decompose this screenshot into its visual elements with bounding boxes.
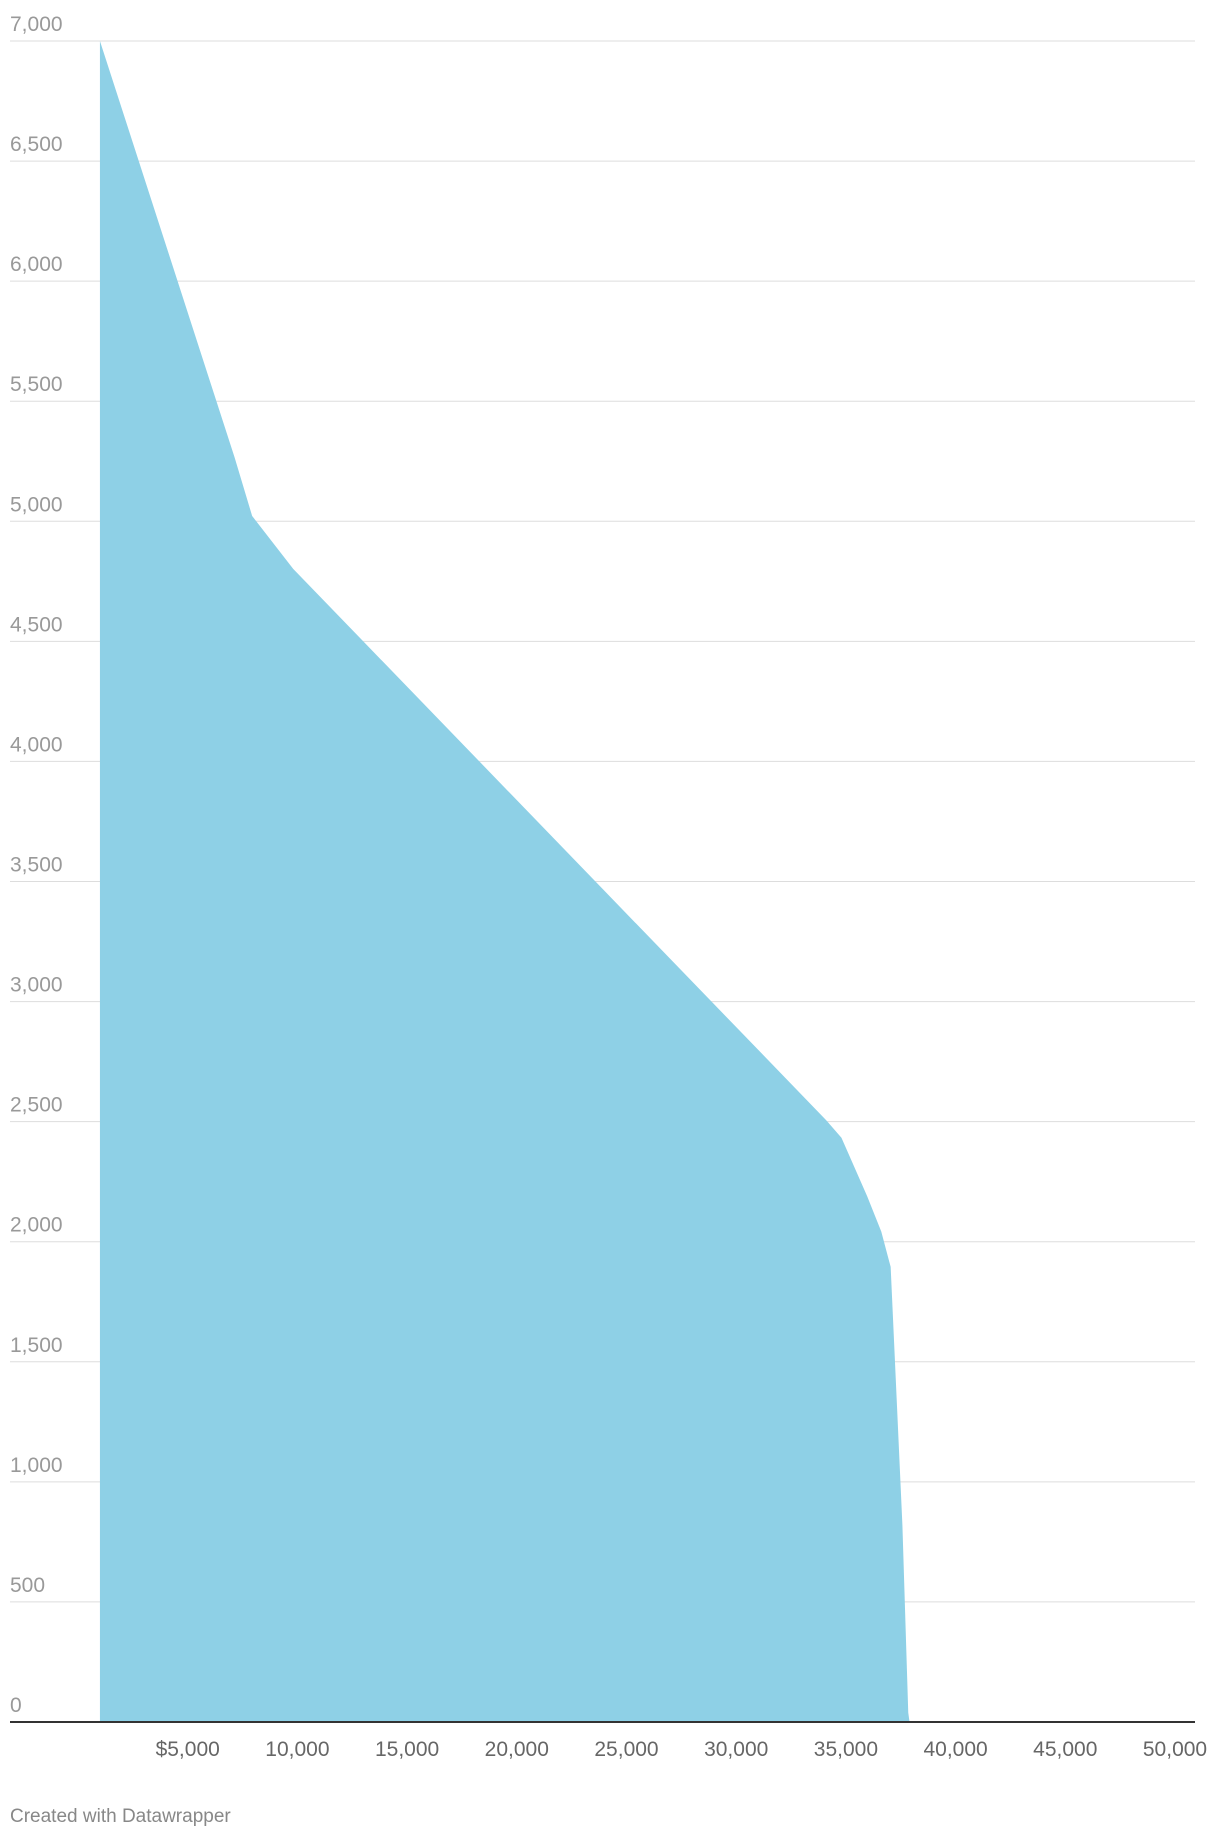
y-tick-label: 500 [10, 1574, 45, 1597]
y-tick-label: 1,500 [10, 1334, 63, 1357]
y-tick-label: 6,000 [10, 253, 63, 276]
y-tick-label: 4,500 [10, 613, 63, 636]
y-tick-label: 1,000 [10, 1454, 63, 1477]
x-tick-label: 20,000 [485, 1738, 549, 1761]
area [99, 41, 910, 1722]
y-tick-label: 2,000 [10, 1214, 63, 1237]
y-tick-label: 3,500 [10, 854, 63, 877]
x-tick-label: 25,000 [594, 1738, 658, 1761]
x-tick-label: $5,000 [156, 1738, 220, 1761]
y-tick-label: 6,500 [10, 133, 63, 156]
y-tick-label: 3,000 [10, 974, 63, 997]
x-tick-label: 35,000 [814, 1738, 878, 1761]
footer: Created with Datawrapper [10, 1806, 231, 1827]
x-tick-label: 50,000 [1143, 1738, 1207, 1761]
y-tick-label: 5,500 [10, 373, 63, 396]
y-tick-label: 5,000 [10, 493, 63, 516]
x-tick-label: 15,000 [375, 1738, 439, 1761]
x-tick-label: 40,000 [923, 1738, 987, 1761]
x-tick-label: 45,000 [1033, 1738, 1097, 1761]
y-tick-label: 4,000 [10, 733, 63, 756]
x-tick-label: 30,000 [704, 1738, 768, 1761]
x-tick-label: 10,000 [265, 1738, 329, 1761]
y-tick-label: 2,500 [10, 1094, 63, 1117]
y-tick-label: 0 [10, 1694, 22, 1717]
y-tick-label: 7,000 [10, 13, 63, 36]
